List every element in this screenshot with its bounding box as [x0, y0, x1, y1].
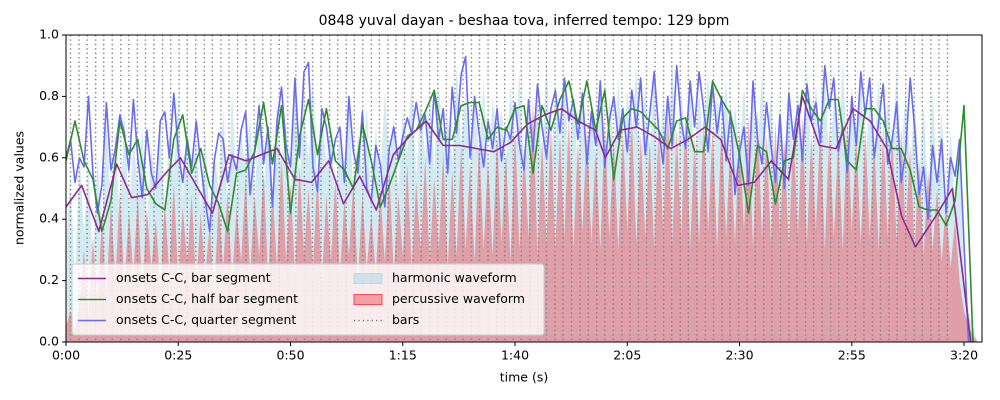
y-tick-label: 0.2 [39, 272, 59, 287]
x-tick-label: 2:30 [725, 348, 753, 363]
legend-patch [353, 273, 383, 284]
legend-label: harmonic waveform [392, 270, 517, 285]
series-line [66, 95, 972, 342]
legend-label: onsets C-C, bar segment [116, 270, 271, 285]
legend-patch [353, 294, 383, 305]
x-axis-label: time (s) [500, 370, 548, 385]
y-tick-label: 0.8 [39, 88, 59, 103]
axes-frame [65, 34, 983, 343]
plot-area: 0:00 0:25 0:50 1:15 1:40 2:05 2:30 2:55 3:20 0.0 0… [39, 27, 983, 363]
legend-label: onsets C-C, quarter segment [116, 312, 296, 327]
y-tick-label: 0.4 [39, 211, 59, 226]
x-tick-label: 0:25 [164, 348, 192, 363]
x-tick-label: 1:40 [501, 348, 529, 363]
y-tick-label: 0.6 [39, 149, 59, 164]
x-tick-label: 0:00 [52, 348, 80, 363]
x-tick-label: 3:20 [950, 348, 978, 363]
y-tick-label: 0.0 [39, 334, 59, 349]
x-tick-label: 2:55 [838, 348, 866, 363]
series-line [66, 80, 974, 342]
y-axis-label: normalized values [12, 131, 27, 245]
legend-label: percussive waveform [392, 291, 525, 306]
y-tick-label: 1.0 [39, 27, 59, 42]
x-tick-label: 2:05 [613, 348, 641, 363]
legend-label: onsets C-C, half bar segment [116, 291, 298, 306]
legend: onsets C-C, bar segment onsets C-C, half … [71, 263, 545, 336]
series-line [66, 55, 970, 342]
legend-box [71, 263, 545, 336]
x-tick-label: 1:15 [389, 348, 417, 363]
x-tick-label: 0:50 [276, 348, 304, 363]
chart-title: 0848 yuval dayan - beshaa tova, inferred… [319, 13, 730, 29]
legend-label: bars [392, 312, 419, 327]
